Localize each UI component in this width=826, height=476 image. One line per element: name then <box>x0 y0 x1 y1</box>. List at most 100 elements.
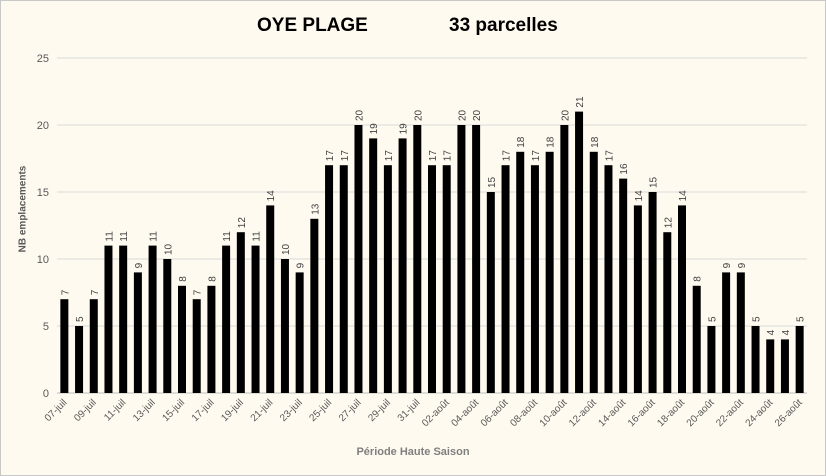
y-tick-label: 15 <box>37 187 49 199</box>
bar <box>133 272 142 393</box>
x-tick-label: 13-juil <box>131 397 158 424</box>
x-tick-label: 02-août <box>420 397 452 429</box>
bar <box>486 192 495 393</box>
data-label: 21 <box>575 96 586 108</box>
bar <box>178 285 186 393</box>
bar <box>575 111 584 393</box>
x-tick-label: 11-juil <box>102 397 128 423</box>
bar <box>560 125 569 393</box>
bar <box>280 259 289 393</box>
x-tick-label: 15-juil <box>160 397 187 424</box>
data-label: 13 <box>310 203 321 215</box>
data-label: 17 <box>502 150 513 162</box>
bar <box>266 205 275 393</box>
x-tick-label: 10-août <box>538 397 570 429</box>
data-label: 17 <box>531 150 542 162</box>
data-label: 10 <box>163 243 174 255</box>
bar <box>751 326 760 393</box>
bar <box>207 285 216 393</box>
x-tick-label: 12-août <box>567 397 599 429</box>
data-label: 17 <box>384 150 395 162</box>
bar <box>251 245 260 393</box>
bar <box>678 205 686 393</box>
x-tick-label: 27-juil <box>337 397 364 424</box>
y-tick-label: 20 <box>37 120 49 132</box>
bar <box>383 165 392 393</box>
x-tick-label: 29-juil <box>366 397 393 424</box>
bar <box>530 165 539 393</box>
data-label: 7 <box>193 289 204 295</box>
y-tick-label: 5 <box>43 321 49 333</box>
x-tick-label: 06-août <box>479 397 511 429</box>
data-label: 17 <box>443 150 454 162</box>
bar <box>295 272 304 393</box>
bar <box>398 138 407 393</box>
x-tick-label: 23-juil <box>278 397 305 424</box>
data-label: 8 <box>178 276 189 282</box>
data-label: 17 <box>325 150 336 162</box>
bar <box>472 125 481 393</box>
data-label: 17 <box>604 150 615 162</box>
x-tick-label: 31-juil <box>396 397 423 424</box>
bar <box>75 326 84 393</box>
data-label: 9 <box>134 262 145 268</box>
bar <box>722 272 731 393</box>
bar <box>60 299 69 393</box>
data-label: 4 <box>766 329 777 335</box>
bar <box>325 165 334 393</box>
data-label: 9 <box>737 262 748 268</box>
data-label: 15 <box>649 176 660 188</box>
bar <box>604 165 613 393</box>
x-tick-label: 08-août <box>508 397 540 429</box>
data-label: 10 <box>281 243 292 255</box>
bar <box>707 326 716 393</box>
bar <box>589 151 598 393</box>
x-tick-label: 14-août <box>597 397 629 429</box>
data-label: 17 <box>340 150 351 162</box>
data-label: 14 <box>678 190 689 202</box>
data-label: 18 <box>516 136 527 148</box>
bar <box>457 125 466 393</box>
x-tick-label: 20-août <box>685 397 717 429</box>
chart-title: OYE PLAGE <box>257 15 368 36</box>
bar <box>163 259 172 393</box>
x-tick-label: 24-août <box>744 397 776 429</box>
bar <box>501 165 510 393</box>
x-tick-label: 07-juil <box>43 397 70 424</box>
bar <box>413 125 422 393</box>
data-label: 20 <box>413 109 424 121</box>
x-tick-label: 16-août <box>626 397 658 429</box>
y-tick-label: 0 <box>43 388 49 400</box>
data-label: 18 <box>590 136 601 148</box>
bar <box>663 232 672 393</box>
bar <box>222 245 231 393</box>
data-label: 12 <box>663 217 674 229</box>
data-label: 9 <box>722 262 733 268</box>
data-label: 19 <box>369 123 380 135</box>
data-label: 5 <box>707 316 718 322</box>
x-tick-label: 26-août <box>773 397 805 429</box>
data-label: 12 <box>237 217 248 229</box>
data-label: 9 <box>296 262 307 268</box>
bar <box>104 245 113 393</box>
data-label: 4 <box>781 329 792 335</box>
bar <box>339 165 348 393</box>
data-label: 11 <box>104 231 115 242</box>
bar <box>119 245 128 393</box>
x-axis-label: Période Haute Saison <box>356 446 470 458</box>
y-tick-label: 25 <box>37 53 49 65</box>
bar <box>148 245 157 393</box>
bar <box>236 232 245 393</box>
x-tick-label: 25-juil <box>308 397 335 424</box>
bar <box>619 178 628 393</box>
data-label: 5 <box>752 316 763 322</box>
bar <box>369 138 378 393</box>
data-label: 18 <box>546 136 557 148</box>
data-label: 11 <box>149 231 160 242</box>
bar <box>516 151 525 393</box>
bar <box>692 285 701 393</box>
data-label: 8 <box>693 276 704 282</box>
bar <box>310 218 319 393</box>
data-label: 5 <box>75 316 86 322</box>
